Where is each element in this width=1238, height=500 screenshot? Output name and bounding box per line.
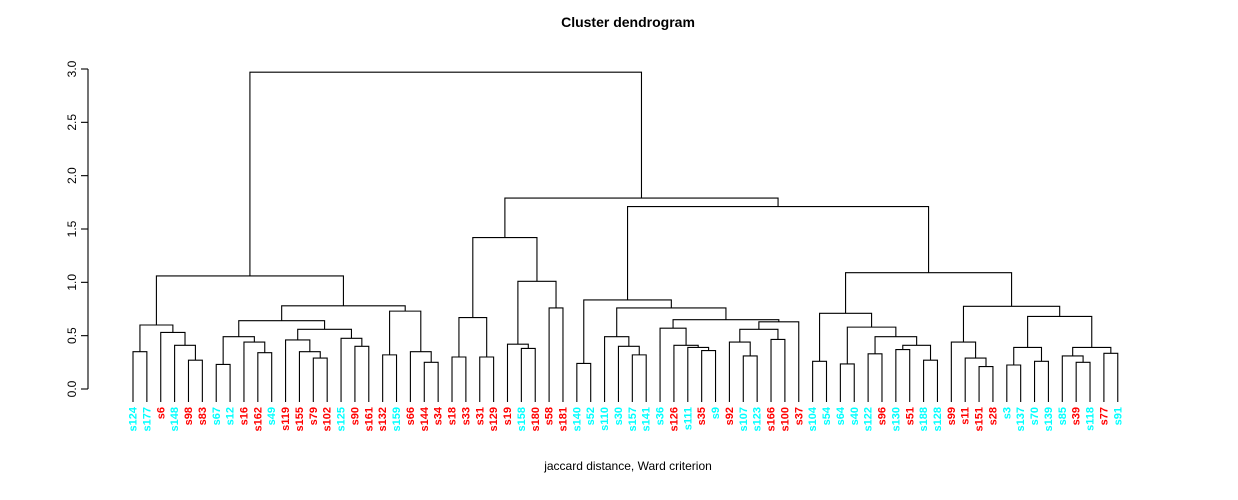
leaf-label: s102: [322, 407, 334, 431]
leaf-label: s155: [294, 407, 306, 431]
leaf-label: s140: [571, 407, 583, 431]
y-axis: 0.0 0.5 1.0 1.5 2.0 2.5 3.0: [65, 60, 89, 397]
leaf-label: s11: [960, 407, 972, 425]
leaf-label: s141: [641, 407, 653, 431]
leaf-label: s151: [974, 407, 986, 431]
leaf-label: s37: [793, 407, 805, 425]
leaf-label: s137: [1015, 407, 1027, 431]
leaf-label: s58: [544, 407, 556, 425]
leaf-label: s188: [918, 407, 930, 431]
leaf-label: s49: [266, 407, 278, 425]
leaf-label: s98: [183, 407, 195, 425]
leaf-label: s122: [863, 407, 875, 431]
leaf-label: s30: [613, 407, 625, 425]
leaf-label: s39: [1071, 407, 1083, 425]
leaf-label: s166: [766, 407, 778, 431]
leaf-label: s3: [1001, 407, 1013, 419]
y-tick-label: 2.5: [65, 114, 79, 131]
leaf-label: s34: [433, 406, 445, 425]
y-tick-label: 0.5: [65, 327, 79, 344]
leaf-label: s130: [890, 407, 902, 431]
leaf-label: s79: [308, 407, 320, 425]
x-axis-caption: jaccard distance, Ward criterion: [544, 459, 712, 473]
leaf-label: s157: [627, 407, 639, 431]
leaf-label: s40: [849, 407, 861, 425]
leaf-label: s125: [336, 407, 348, 431]
leaf-label: s99: [946, 407, 958, 425]
leaf-label: s66: [405, 407, 417, 425]
leaf-label: s158: [516, 407, 528, 431]
y-tick-label: 2.0: [65, 167, 79, 184]
leaf-label: s162: [252, 407, 264, 431]
y-tick-label: 0.0: [65, 380, 79, 397]
leaf-label: s85: [1057, 407, 1069, 425]
leaf-label: s31: [474, 407, 486, 425]
leaf-label: s16: [238, 407, 250, 425]
leaf-label: s12: [225, 407, 237, 425]
leaf-label: s36: [655, 407, 667, 425]
leaf-label: s132: [377, 407, 389, 431]
leaf-label: s128: [932, 407, 944, 431]
leaf-label: s110: [599, 407, 611, 431]
leaf-label: s139: [1043, 407, 1055, 431]
leaf-label: s111: [682, 407, 694, 430]
leaf-label: s83: [197, 407, 209, 425]
leaf-label: s54: [821, 406, 833, 425]
leaf-label: s180: [530, 407, 542, 431]
leaf-labels: s124 s177 s6 s148 s98 s83 s67 s12 s16 s162 s49 s119…: [128, 406, 1125, 431]
leaf-label: s92: [724, 407, 736, 425]
chart-title: Cluster dendrogram: [561, 14, 695, 30]
leaf-label: s51: [904, 407, 916, 425]
leaf-label: s104: [807, 406, 819, 431]
leaf-label: s9: [710, 407, 722, 419]
leaf-label: s77: [1098, 407, 1110, 425]
leaf-label: s18: [447, 407, 459, 425]
leaf-label: s52: [585, 407, 597, 425]
leaf-label: s119: [280, 407, 292, 431]
leaf-label: s124: [128, 406, 140, 431]
leaf-label: s91: [1112, 407, 1124, 425]
leaf-label: s159: [391, 407, 403, 431]
dendrogram-linkage: [132, 71, 1119, 402]
leaf-label: s181: [557, 407, 569, 431]
leaf-label: s100: [779, 407, 791, 431]
y-tick-label: 1.0: [65, 274, 79, 291]
leaf-label: s118: [1085, 407, 1097, 431]
leaf-label: s35: [696, 407, 708, 425]
leaf-label: s129: [488, 407, 500, 431]
leaf-label: s6: [155, 407, 167, 419]
y-tick-label: 1.5: [65, 220, 79, 237]
leaf-label: s161: [363, 407, 375, 431]
leaf-label: s107: [738, 407, 750, 431]
leaf-label: s64: [835, 406, 847, 425]
leaf-label: s70: [1029, 407, 1041, 425]
leaf-label: s148: [169, 407, 181, 431]
leaf-label: s90: [349, 407, 361, 425]
y-tick-label: 3.0: [65, 60, 79, 77]
leaf-label: s96: [877, 407, 889, 425]
leaf-label: s126: [668, 407, 680, 431]
leaf-label: s28: [987, 407, 999, 425]
leaf-label: s123: [752, 407, 764, 431]
leaf-label: s33: [460, 407, 472, 425]
leaf-label: s19: [502, 407, 514, 425]
leaf-label: s144: [419, 406, 431, 431]
leaf-label: s67: [211, 407, 223, 425]
leaf-label: s177: [141, 407, 153, 431]
